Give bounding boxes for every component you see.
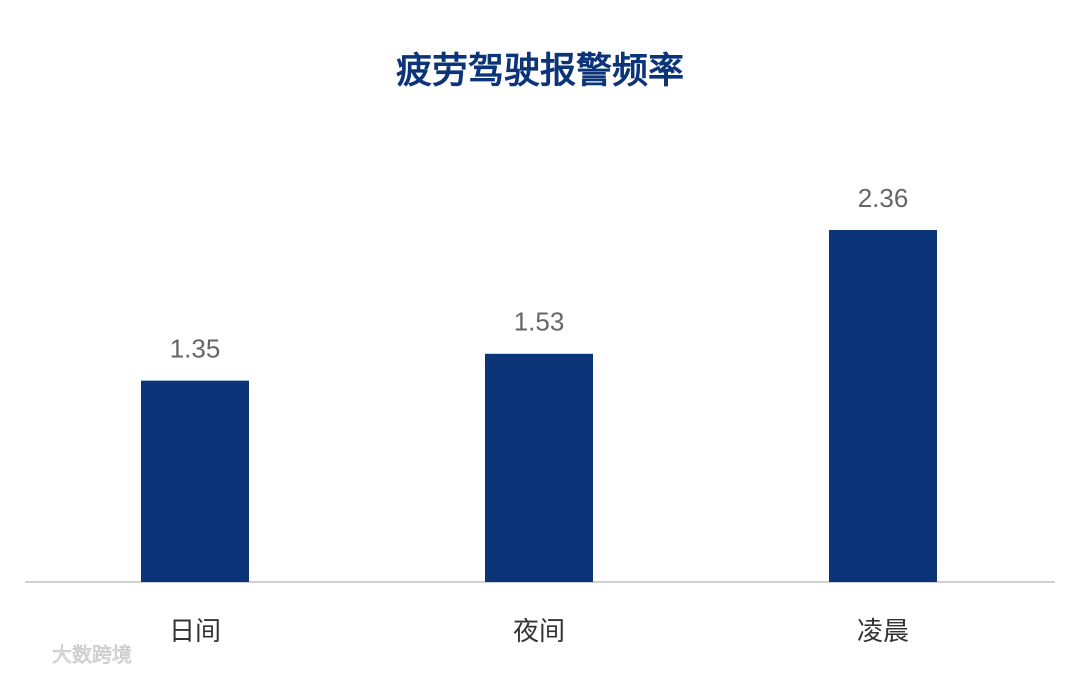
chart-title: 疲劳驾驶报警频率 [396, 50, 684, 91]
x-tick-label: 凌晨 [857, 616, 909, 646]
x-tick-label: 夜间 [513, 616, 565, 646]
value-label: 2.36 [858, 183, 909, 213]
value-label: 1.53 [514, 307, 565, 337]
watermark: 大数跨境 [52, 643, 132, 666]
value-label: 1.35 [170, 334, 221, 364]
bar [141, 380, 249, 582]
bar [485, 353, 593, 582]
x-tick-label: 日间 [169, 616, 221, 646]
bar [829, 230, 937, 582]
